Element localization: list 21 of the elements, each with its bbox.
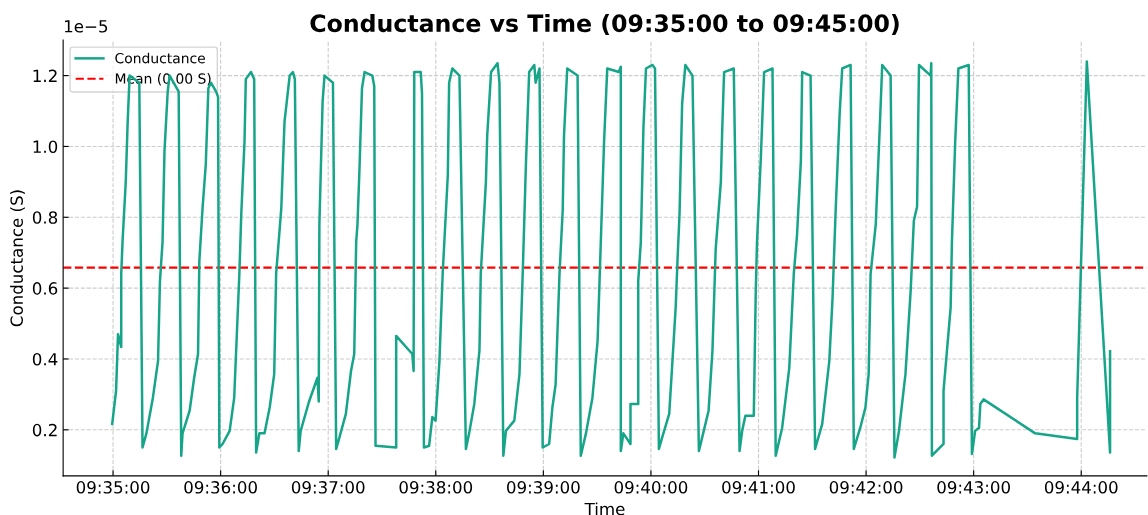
x-axis-title: Time	[584, 502, 625, 515]
y-tick-label: 1.0	[33, 140, 58, 153]
x-tick-label: 09:39:00	[507, 481, 580, 494]
y-tick-label: 0.8	[32, 211, 58, 224]
x-tick-label: 09:40:00	[614, 481, 688, 494]
y-tick-label: 1.2	[33, 69, 57, 82]
y-tick-label: 0.2	[32, 423, 57, 437]
x-tick-label: 09:42:00	[829, 481, 903, 494]
x-tick-label: 09:37:00	[291, 481, 365, 494]
y-tick-label: 0.6	[32, 282, 58, 295]
x-tick-label: 09:35:00	[76, 481, 150, 494]
y-tick-label: 0.4	[32, 352, 58, 366]
chart-title: Conductance vs Time (09:35:00 to 09:45:00)	[310, 13, 899, 35]
x-tick-label: 09:43:00	[937, 481, 1010, 494]
x-tick-label: 09:36:00	[184, 481, 257, 494]
x-tick-label: 09:41:00	[722, 481, 795, 494]
x-tick-label: 09:38:00	[399, 481, 473, 494]
x-tick-label: 09:44:00	[1044, 481, 1118, 494]
text: 1e−5	[64, 20, 108, 33]
legend-label: Conductance	[115, 52, 205, 64]
y-axis-title: Conductance (S)	[10, 190, 25, 327]
